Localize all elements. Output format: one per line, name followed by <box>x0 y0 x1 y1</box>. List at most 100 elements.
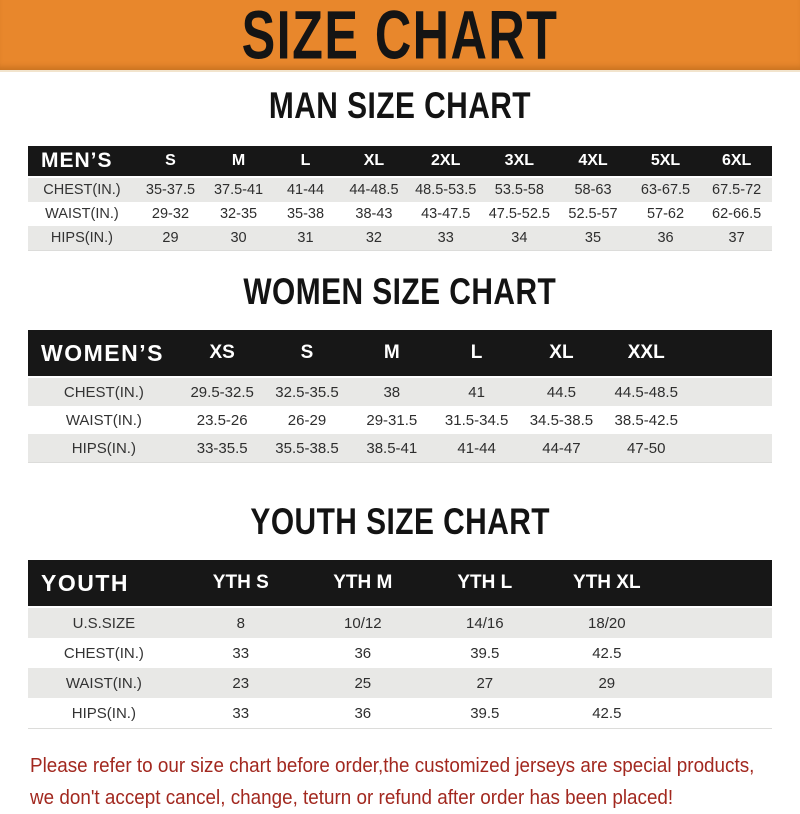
youth-size-table: YOUTH YTH S YTH M YTH L YTH XL U.S.SIZE 8 10/12… <box>28 560 772 729</box>
table-cell: 44.5 <box>546 383 577 401</box>
table-cell: 38 <box>383 383 401 401</box>
row-label: WAIST(IN.) <box>65 674 142 692</box>
table-cell: 10/12 <box>344 614 382 632</box>
youth-section-heading: YOUTH SIZE CHART <box>0 501 800 543</box>
table-cell: 27 <box>476 674 494 692</box>
table-cell: 44.5-48.5 <box>614 383 678 401</box>
table-cell: 29-32 <box>151 206 190 222</box>
table-cell: 36 <box>354 644 372 662</box>
table-cell: 26-29 <box>287 411 327 429</box>
column-header: XL <box>519 330 604 378</box>
column-header: S <box>135 146 206 178</box>
blank-cell <box>668 607 772 638</box>
column-header: M <box>205 146 273 178</box>
row-label: WAIST(IN.) <box>45 206 119 222</box>
table-row: CHEST(IN.) 29.5-32.5 32.5-35.5 38 41 44.5 44.5… <box>28 377 772 406</box>
table-cell: 31.5-34.5 <box>444 411 509 429</box>
table-cell: 29 <box>162 230 179 246</box>
table-cell: 33 <box>232 704 250 722</box>
table-cell: 47.5-52.5 <box>488 206 550 222</box>
blank-cell <box>668 638 772 668</box>
women-section: WOMEN SIZE CHART WOMEN’S XS S M L XL XXL CHEST(… <box>0 271 800 463</box>
table-cell: 48.5-53.5 <box>415 182 477 198</box>
table-cell: 42.5 <box>592 704 622 722</box>
table-cell: 35-38 <box>286 206 325 222</box>
youth-section-heading-text: YOUTH SIZE CHART <box>250 501 550 543</box>
table-cell: 32 <box>365 230 382 246</box>
table-cell: 44-47 <box>542 439 581 457</box>
disclaimer-line-2: we don't accept cancel, change, teturn o… <box>30 786 674 809</box>
table-row: WAIST(IN.) 23.5-26 26-29 29-31.5 31.5-34.5 34… <box>28 406 772 434</box>
men-section-heading-text: MAN SIZE CHART <box>268 85 532 127</box>
row-label: HIPS(IN.) <box>71 704 136 722</box>
table-cell: 53.5-58 <box>494 182 544 198</box>
column-header: XXL <box>603 330 689 378</box>
table-cell: 36 <box>657 230 674 246</box>
table-cell: 35 <box>584 230 602 246</box>
table-cell: 67.5-72 <box>712 182 762 198</box>
blank-cell <box>668 698 772 729</box>
column-header: YTH M <box>301 560 424 608</box>
column-header: YTH XL <box>545 560 668 608</box>
table-cell: 33 <box>437 230 454 246</box>
youth-section: YOUTH SIZE CHART YOUTH YTH S YTH M YTH L YTH… <box>0 501 800 729</box>
column-header: YTH S <box>179 560 302 608</box>
table-row: CHEST(IN.) 33 36 39.5 42.5 <box>28 638 772 668</box>
table-cell: 33-35.5 <box>196 439 248 457</box>
table-cell: 58-63 <box>574 182 612 198</box>
row-label: WAIST(IN.) <box>65 411 142 429</box>
table-cell: 23 <box>232 674 250 692</box>
table-cell: 57-62 <box>646 206 685 222</box>
women-section-heading-text: WOMEN SIZE CHART <box>243 271 557 313</box>
table-cell: 43-47.5 <box>421 206 471 222</box>
table-cell: 42.5 <box>592 644 622 662</box>
table-cell: 37 <box>728 230 745 246</box>
table-cell: 8 <box>236 614 245 632</box>
table-cell: 32-35 <box>219 206 258 222</box>
blank-cell <box>689 434 772 463</box>
table-cell: 25 <box>354 674 372 692</box>
blank-cell <box>689 406 772 434</box>
table-row: HIPS(IN.) 29 30 31 32 33 34 35 36 37 <box>28 226 772 251</box>
table-cell: 62-66.5 <box>712 206 762 222</box>
table-cell: 34 <box>511 230 528 246</box>
table-cell: 31 <box>297 230 314 246</box>
table-row: U.S.SIZE 8 10/12 14/16 18/20 <box>28 607 772 638</box>
table-cell: 30 <box>230 230 247 246</box>
banner: SIZE CHART <box>0 0 800 72</box>
disclaimer-line-1: Please refer to our size chart before or… <box>30 754 755 777</box>
blank-cell <box>689 377 772 406</box>
table-cell: 29 <box>598 674 616 692</box>
blank-cell <box>688 330 772 378</box>
row-label: U.S.SIZE <box>72 614 136 632</box>
row-label: CHEST(IN.) <box>43 182 121 198</box>
table-cell: 38.5-41 <box>366 439 418 457</box>
table-header-row: WOMEN’S XS S M L XL XXL <box>28 330 772 378</box>
column-header: XL <box>338 146 409 178</box>
table-cell: 36 <box>354 704 372 722</box>
table-cell: 63-67.5 <box>640 182 691 198</box>
table-title-cell: WOMEN’S <box>28 330 180 378</box>
column-header: 3XL <box>482 146 557 178</box>
table-cell: 14/16 <box>466 614 504 632</box>
table-cell: 35-37.5 <box>145 182 196 198</box>
blank-cell <box>667 560 772 608</box>
table-cell: 29-31.5 <box>366 411 418 429</box>
table-title-cell: MEN’S <box>28 146 136 178</box>
table-cell: 32.5-35.5 <box>275 383 339 401</box>
table-cell: 39.5 <box>470 644 500 662</box>
table-row: WAIST(IN.) 29-32 32-35 35-38 38-43 43-47.5 47.… <box>28 202 772 226</box>
row-label: HIPS(IN.) <box>50 230 113 246</box>
column-header: L <box>434 330 520 378</box>
table-cell: 39.5 <box>470 704 500 722</box>
men-section-heading: MAN SIZE CHART <box>0 85 800 127</box>
table-header-row: YOUTH YTH S YTH M YTH L YTH XL <box>28 560 772 608</box>
column-header: 2XL <box>408 146 483 178</box>
table-cell: 34.5-38.5 <box>529 411 594 429</box>
table-row: HIPS(IN.) 33 36 39.5 42.5 <box>28 698 772 729</box>
table-cell: 41-44 <box>286 182 325 198</box>
table-cell: 41 <box>468 383 485 401</box>
column-header: YTH L <box>423 560 546 608</box>
men-size-table: MEN’S S M L XL 2XL 3XL 4XL 5XL 6XL CHEST(IN.) 35-37… <box>28 146 772 251</box>
